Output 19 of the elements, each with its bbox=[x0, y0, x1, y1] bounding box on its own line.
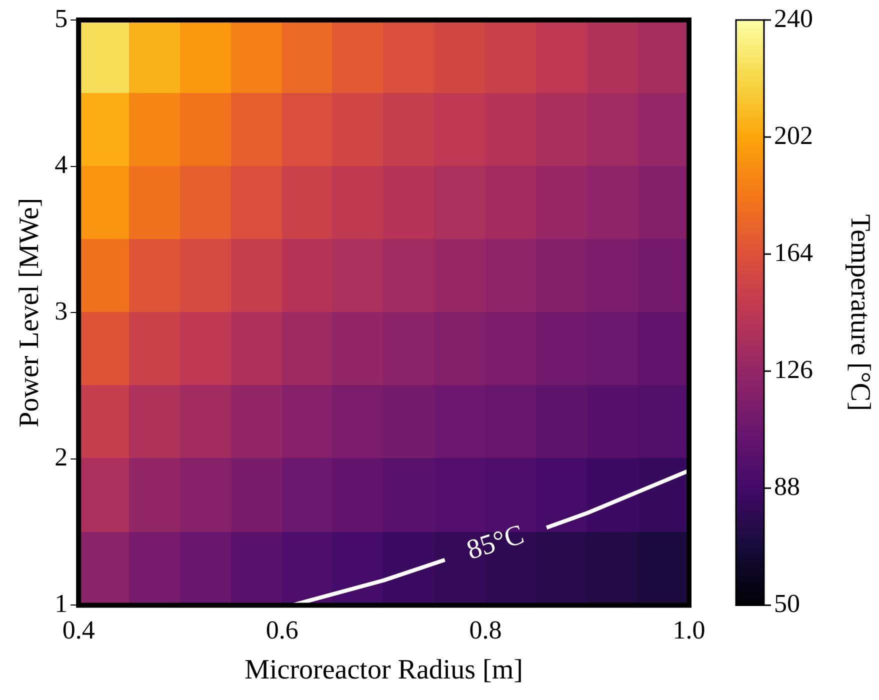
color-bar-label: 88 bbox=[774, 472, 800, 501]
x-axis-title: Microreactor Radius [m] bbox=[244, 654, 523, 686]
color-bar-label: 50 bbox=[774, 589, 800, 618]
x-tick-label: 0.8 bbox=[469, 616, 502, 645]
color-bar-label: 164 bbox=[774, 238, 813, 267]
annotation: 85°C bbox=[463, 519, 528, 566]
y-tick-label: 4 bbox=[54, 150, 68, 180]
color-bar-title: Temperature [°C] bbox=[844, 214, 876, 411]
color-bar-label: 126 bbox=[774, 354, 813, 384]
y-tick-label: 3 bbox=[54, 296, 68, 326]
y-tick-label: 2 bbox=[54, 442, 68, 472]
x-tick-label: 1.0 bbox=[672, 616, 706, 645]
color-bar-label: 240 bbox=[774, 4, 813, 33]
y-tick-label: 5 bbox=[54, 4, 68, 33]
x-tick-label: 0.4 bbox=[62, 616, 95, 645]
color-bar-label: 202 bbox=[774, 120, 813, 150]
y-axis-title: Power Level [MWe] bbox=[14, 198, 46, 428]
y-tick-label: 1 bbox=[54, 589, 68, 618]
x-tick-label: 0.6 bbox=[266, 616, 298, 645]
